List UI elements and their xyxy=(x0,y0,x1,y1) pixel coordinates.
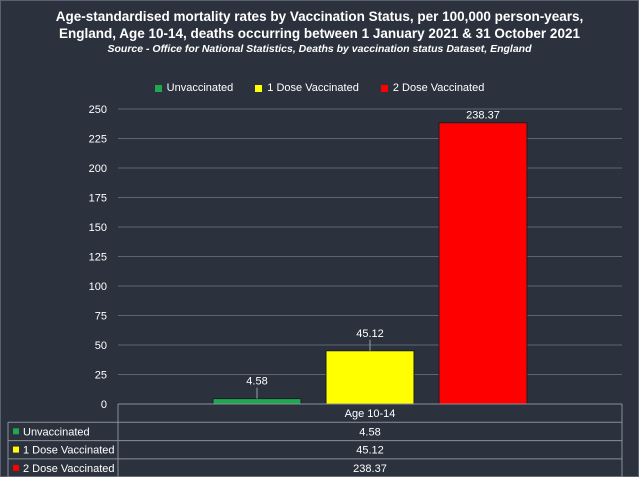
y-tick-label-0: 0 xyxy=(101,399,107,411)
legend: Unvaccinated 1 Dose Vaccinated 2 Dose Va… xyxy=(0,82,639,94)
y-tick-label-125: 125 xyxy=(89,252,107,264)
title-line-1: Age-standardised mortality rates by Vacc… xyxy=(55,9,584,24)
legend-item-1-dose: 1 Dose Vaccinated xyxy=(255,82,359,94)
y-tick-label-150: 150 xyxy=(89,222,107,234)
y-tick-label-250: 250 xyxy=(89,104,107,116)
chart-title: Age-standardised mortality rates by Vacc… xyxy=(0,8,639,42)
data-label-unvaccinated: 4.58 xyxy=(246,376,267,388)
table-row-value-0: 4.58 xyxy=(359,426,380,438)
y-tick-label-175: 175 xyxy=(89,193,107,205)
data-label-1-dose-vaccinated: 45.12 xyxy=(356,328,384,340)
bar-unvaccinated xyxy=(212,398,302,405)
chart-source: Source - Office for National Statistics,… xyxy=(107,43,532,55)
table-swatch-1 xyxy=(13,446,19,453)
table-swatch-2 xyxy=(13,464,19,471)
legend-item-unvaccinated: Unvaccinated xyxy=(154,82,234,94)
y-tick-label-75: 75 xyxy=(95,311,107,323)
table-row-value-1: 45.12 xyxy=(356,445,384,457)
bar-1-dose-vaccinated xyxy=(325,350,415,405)
legend-swatch-1-dose xyxy=(255,84,263,92)
data-label-2-dose-vaccinated: 238.37 xyxy=(466,110,500,122)
legend-label-1-dose: 1 Dose Vaccinated xyxy=(267,82,359,94)
y-tick-label-100: 100 xyxy=(89,281,107,293)
y-tick-label-200: 200 xyxy=(89,163,107,175)
legend-swatch-2-dose xyxy=(380,84,388,92)
table-swatch-0 xyxy=(13,428,19,435)
table-row-label-1: 1 Dose Vaccinated xyxy=(23,445,115,457)
table-header-category: Age 10-14 xyxy=(345,408,396,420)
table-row-value-2: 238.37 xyxy=(353,463,387,475)
y-tick-label-225: 225 xyxy=(89,134,107,146)
y-tick-label-50: 50 xyxy=(95,340,107,352)
legend-label-unvaccinated: Unvaccinated xyxy=(166,82,234,94)
legend-item-2-dose: 2 Dose Vaccinated xyxy=(380,82,485,94)
table-row-label-2: 2 Dose Vaccinated xyxy=(23,463,115,475)
legend-label-2-dose: 2 Dose Vaccinated xyxy=(392,82,485,94)
title-line-2: England, Age 10-14, deaths occurring bet… xyxy=(59,26,580,41)
legend-swatch-unvaccinated xyxy=(154,84,162,92)
bar-2-dose-vaccinated xyxy=(438,122,528,405)
y-tick-label-25: 25 xyxy=(95,370,107,382)
table-row-label-0: Unvaccinated xyxy=(23,426,90,438)
